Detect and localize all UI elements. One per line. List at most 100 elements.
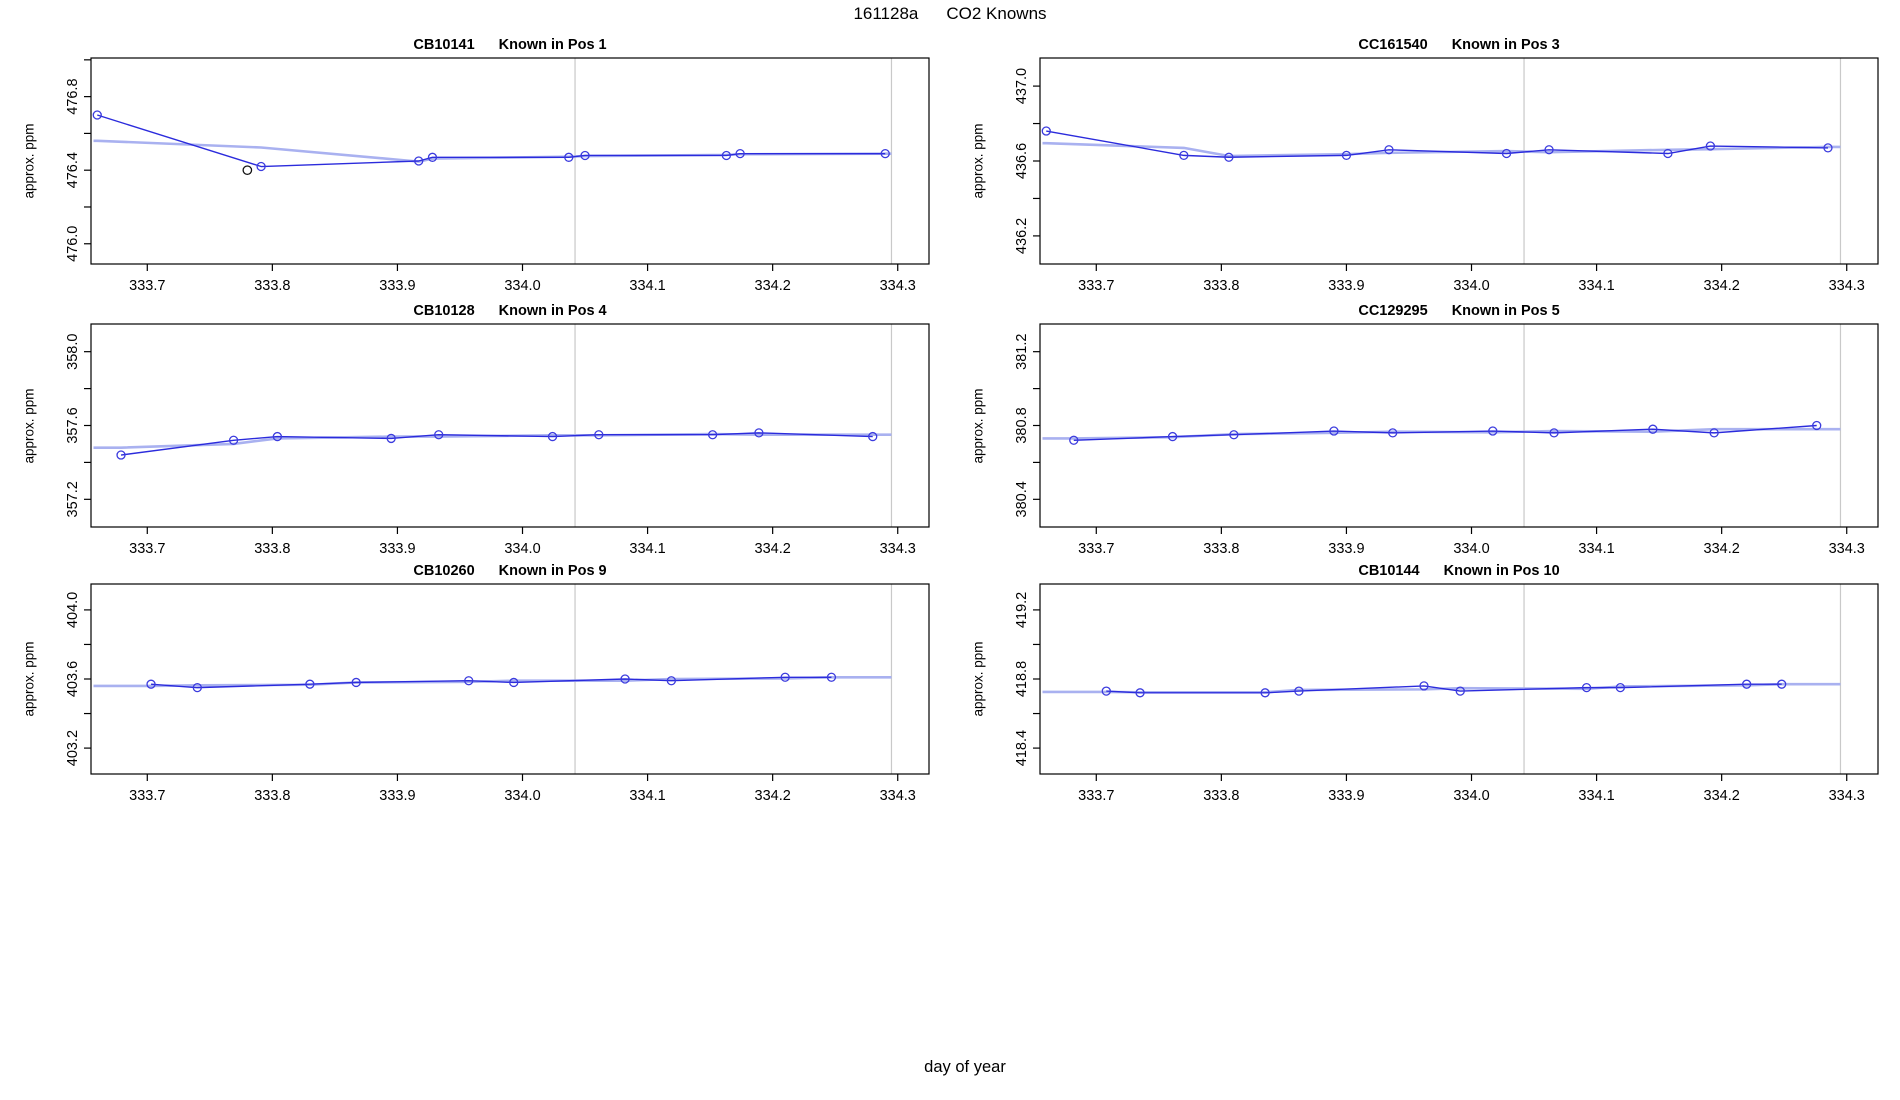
x-tick-label: 334.3 [1829, 278, 1865, 294]
data-point [580, 150, 590, 161]
data-point [1663, 148, 1673, 159]
data-point [826, 672, 837, 682]
data-point [1488, 426, 1498, 436]
data-point [434, 430, 444, 440]
data-point [754, 428, 764, 438]
y-tick-label: 358.0 [65, 334, 81, 370]
x-tick-label: 334.1 [1578, 788, 1614, 804]
x-tick-label: 333.7 [1078, 788, 1114, 804]
subplot-title-5: CB10260 Known in Pos 9 [413, 563, 606, 579]
y-tick-label: 476.4 [65, 152, 81, 188]
data-point [1260, 688, 1270, 698]
data-point [780, 672, 790, 682]
data-point [1544, 145, 1554, 155]
data-point [509, 677, 519, 688]
trend-line [1042, 141, 1841, 158]
x-tick-label: 333.7 [129, 788, 165, 804]
x-tick-label: 334.1 [629, 541, 665, 557]
data-point [464, 676, 474, 686]
position-label: Known in Pos 10 [1443, 563, 1560, 579]
x-tick-label: 334.1 [629, 788, 665, 804]
y-tick-label: 381.2 [1014, 334, 1030, 370]
x-tick-label: 333.9 [1328, 541, 1364, 557]
run-id: 161128a [853, 4, 919, 23]
data-point [305, 679, 315, 689]
subplot-title-2: CC161540 Known in Pos 3 [1358, 37, 1559, 53]
data-line [150, 676, 832, 689]
data-point [707, 430, 718, 440]
y-tick-label: 380.8 [1014, 407, 1030, 443]
x-tick-label: 334.2 [1704, 541, 1740, 557]
data-point [1229, 430, 1239, 440]
x-tick-label: 334.3 [1829, 541, 1865, 557]
subplot-title-3: CB10128 Known in Pos 4 [413, 303, 606, 319]
data-line [1073, 424, 1817, 441]
x-axis-shared-label: day of year [924, 1058, 1006, 1076]
data-point [1167, 431, 1178, 442]
data-point [1812, 420, 1822, 431]
data-point [1742, 679, 1752, 689]
x-tick-label: 334.0 [504, 278, 540, 294]
x-tick-label: 333.8 [254, 788, 290, 804]
data-point [386, 433, 396, 444]
data-point [1135, 688, 1145, 698]
data-point [1648, 424, 1658, 434]
cylinder-id: CB10128 [413, 303, 475, 319]
plot-box [1039, 323, 1879, 528]
x-tick-label: 333.8 [1203, 278, 1239, 294]
plot-box [1039, 57, 1879, 265]
position-label: Known in Pos 1 [498, 37, 607, 53]
x-tick-label: 334.3 [1829, 788, 1865, 804]
x-tick-label: 334.2 [1704, 278, 1740, 294]
data-point [1341, 150, 1352, 161]
x-tick-label: 333.9 [1328, 278, 1364, 294]
cylinder-id: CB10144 [1358, 563, 1420, 579]
x-tick-label: 334.1 [1578, 278, 1614, 294]
x-tick-label: 334.2 [755, 788, 791, 804]
x-tick-label: 334.3 [880, 278, 916, 294]
data-point [256, 161, 266, 172]
data-point [192, 682, 202, 693]
data-point [1823, 143, 1833, 153]
y-tick-label: 476.8 [65, 78, 81, 114]
data-line [120, 432, 873, 456]
main-title-text: CO2 Knowns [946, 4, 1047, 23]
data-point [868, 431, 878, 442]
x-tick-label: 334.2 [755, 278, 791, 294]
data-point [351, 677, 361, 688]
data-point [594, 430, 604, 440]
data-point [1069, 435, 1079, 445]
data-line [1106, 683, 1782, 694]
data-point [1581, 682, 1592, 693]
data-point [721, 150, 732, 161]
position-label: Known in Pos 4 [498, 303, 607, 319]
data-point [228, 435, 239, 445]
data-point [1179, 150, 1189, 161]
x-tick-label: 334.0 [1453, 278, 1489, 294]
x-tick-label: 334.2 [755, 541, 791, 557]
data-point [620, 674, 630, 684]
y-tick-label: 404.0 [65, 592, 81, 628]
position-label: Known in Pos 9 [498, 563, 607, 579]
subplot-title-1: CB10141 Known in Pos 1 [413, 37, 606, 53]
data-point [1501, 148, 1512, 159]
data-point [1777, 679, 1787, 689]
x-tick-label: 333.9 [379, 278, 415, 294]
subplot-title-4: CC129295 Known in Pos 5 [1358, 303, 1559, 319]
y-tick-label: 403.6 [65, 661, 81, 697]
y-tick-label: 436.2 [1014, 218, 1030, 254]
position-label: Known in Pos 5 [1451, 303, 1560, 319]
data-point [1549, 428, 1559, 438]
data-point [735, 148, 745, 159]
data-point [1224, 152, 1234, 162]
data-point [92, 110, 102, 120]
main-title: 161128a CO2 Knowns [853, 4, 1046, 24]
x-tick-label: 333.9 [379, 788, 415, 804]
x-tick-label: 333.8 [1203, 788, 1239, 804]
x-tick-label: 333.8 [254, 541, 290, 557]
y-tick-label: 476.0 [65, 226, 81, 262]
x-tick-label: 334.1 [1578, 541, 1614, 557]
x-tick-label: 333.7 [1078, 278, 1114, 294]
